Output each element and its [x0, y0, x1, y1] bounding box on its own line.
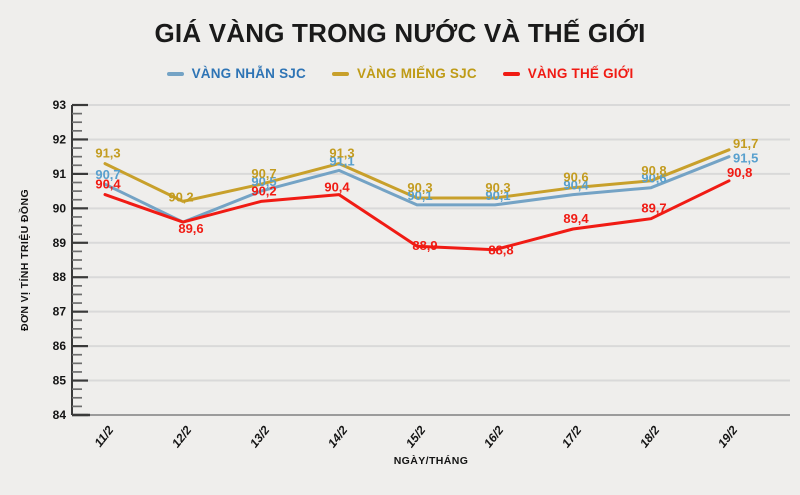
x-tick-label: 15/2	[403, 423, 429, 450]
data-point-label: 91,3	[95, 146, 120, 161]
y-tick-label: 89	[53, 236, 67, 250]
y-tick-label: 86	[53, 339, 67, 353]
legend-marker-icon	[166, 71, 184, 76]
y-tick-label: 93	[53, 98, 67, 112]
y-axis-labels: 84 85 86 87 88 89 90 91 92 93	[53, 98, 67, 422]
series-line-1	[103, 148, 731, 203]
data-point-label: 90,1	[485, 188, 510, 203]
data-point-label: 90,3	[407, 180, 432, 195]
x-tick-label: 19/2	[715, 423, 741, 450]
legend-item-1: VÀNG MIẾNG SJC	[331, 66, 477, 81]
series-labels-0: 90,7 90,591,190,1 90,190,4 90,691,5	[95, 151, 758, 203]
y-axis-title: ĐƠN VỊ TÍNH TRIỆU ĐỒNG	[18, 189, 31, 331]
data-point-label: 90,6	[641, 171, 666, 186]
data-point-label: 90,4	[563, 178, 589, 193]
legend-label: VÀNG MIẾNG SJC	[356, 66, 477, 81]
x-tick-label: 12/2	[169, 423, 195, 450]
y-tick-label: 92	[53, 132, 67, 146]
data-point-label: 88,8	[488, 243, 513, 258]
y-tick-label: 85	[53, 374, 67, 388]
data-point-label: 90,4	[324, 180, 350, 195]
data-point-label: 89,4	[563, 211, 589, 226]
x-tick-label: 16/2	[481, 423, 507, 450]
y-tick-label: 87	[53, 305, 67, 319]
legend-marker-icon	[502, 71, 520, 76]
x-tick-label: 11/2	[91, 423, 116, 450]
data-point-label: 91,7	[733, 136, 758, 151]
data-point-label: 90,2	[251, 183, 276, 198]
series-labels-2: 90,4 89,6 90,2 90,4 88,9 88,8 89,4 89,7 90,8	[95, 165, 752, 258]
legend-label: VÀNG NHẪN SJC	[191, 66, 306, 81]
x-tick-label: 14/2	[325, 423, 351, 450]
data-point-label: 90,7	[251, 166, 276, 181]
chart-title: GIÁ VÀNG TRONG NƯỚC VÀ THẾ GIỚI	[154, 18, 646, 48]
legend-marker-icon	[331, 71, 349, 76]
data-point-label: 89,6	[178, 221, 203, 236]
data-point-label: 90,4	[95, 177, 121, 192]
data-point-label: 90,6	[563, 170, 588, 185]
data-point-label: 90,7	[95, 167, 120, 182]
data-point-label: 91,3	[329, 146, 354, 161]
data-point-label: 90,5	[251, 174, 276, 189]
axes	[71, 105, 790, 417]
data-point-label: 90,2	[168, 189, 193, 204]
x-tick-label: 18/2	[637, 423, 663, 450]
series-labels-1: 91,390,290,791,390,3 90,390,6 90,891,7	[95, 136, 758, 205]
data-point-label: 90,8	[727, 165, 752, 180]
legend-label: VÀNG THẾ GIỚI	[527, 66, 634, 81]
data-point-label: 90,3	[485, 180, 510, 195]
data-point-label: 91,5	[733, 151, 758, 166]
data-point-label: 89,7	[641, 201, 666, 216]
gridlines	[72, 104, 790, 382]
data-point-label: 88,9	[412, 238, 437, 253]
data-point-label: 91,1	[329, 153, 354, 168]
y-tick-label: 90	[53, 201, 67, 215]
data-point-label: 90,8	[641, 163, 666, 178]
y-tick-label: 84	[53, 408, 67, 422]
y-axis-ticks	[72, 103, 88, 417]
x-axis-title: NGÀY/THÁNG	[394, 454, 469, 467]
legend-item-0: VÀNG NHẪN SJC	[166, 66, 306, 81]
y-tick-label: 88	[53, 270, 67, 284]
x-tick-label: 13/2	[247, 423, 273, 450]
series-line-2	[103, 179, 731, 252]
axis-titles: ĐƠN VỊ TÍNH TRIỆU ĐỒNG NGÀY/THÁNG	[18, 189, 468, 467]
series-line-0	[103, 155, 731, 224]
data-point-label: 90,1	[407, 188, 432, 203]
legend-item-2: VÀNG THẾ GIỚI	[502, 66, 634, 81]
chart-legend: VÀNG NHẪN SJC VÀNG MIẾNG SJC VÀNG THẾ GIỚI	[0, 66, 800, 81]
x-tick-label: 17/2	[559, 423, 585, 450]
x-axis-labels: 11/2 12/2 13/2 14/2 15/2 16/2 17/2 18/2 19/2	[91, 423, 740, 450]
y-tick-label: 91	[53, 167, 67, 181]
